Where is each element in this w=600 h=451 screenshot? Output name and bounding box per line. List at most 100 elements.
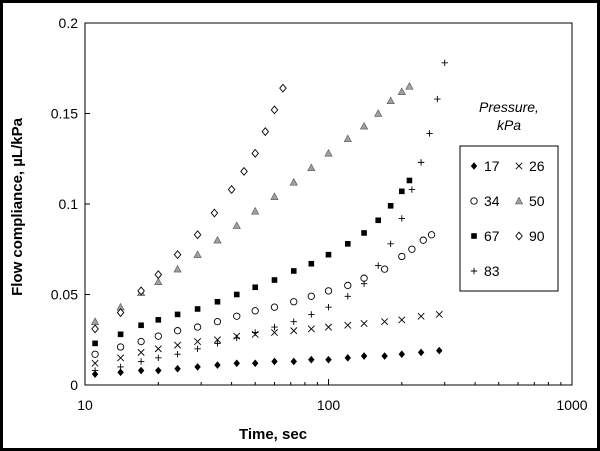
data-point [117,331,124,338]
data-point [325,355,332,364]
legend-label: 17 [484,158,500,174]
data-point [270,192,279,200]
data-point [441,59,448,67]
data-point [279,83,287,93]
y-tick-label: 0.2 [59,15,79,31]
data-point [270,303,279,311]
series-34 [91,231,436,358]
data-point [214,298,221,305]
data-point [233,291,240,298]
data-point [405,82,414,90]
series-layer [90,59,448,378]
data-point [194,306,201,312]
data-point [252,284,258,291]
data-point [137,348,145,356]
data-point [290,327,298,335]
data-point [270,328,278,337]
data-point [154,332,162,340]
data-point [344,281,352,290]
legend-label: 67 [484,228,500,244]
legend-item-26: 26 [515,158,545,174]
data-point [174,364,181,373]
series-17 [91,346,443,378]
legend-label: 34 [484,193,500,209]
data-point [324,148,333,157]
data-point [270,105,279,115]
series-26 [91,310,443,367]
data-point [344,293,351,300]
data-point [210,208,219,218]
data-point [155,366,162,375]
data-point [91,350,99,358]
legend-marker [515,162,523,170]
legend-marker [471,233,477,239]
x-tick-label: 1000 [556,397,587,413]
data-point [308,260,315,267]
y-tick-label: 0.05 [51,287,78,303]
data-point [426,130,433,137]
data-point [174,311,181,318]
data-point [91,324,99,334]
x-tick-label: 100 [317,397,341,413]
data-point [290,357,297,366]
legend-label: 50 [529,193,545,209]
data-point [380,265,389,273]
series-83 [91,59,448,374]
data-point [155,354,162,362]
data-point [359,121,369,130]
data-point [436,346,443,355]
legend-label: 83 [484,263,500,279]
data-point [417,159,425,166]
data-point [213,336,221,344]
data-point [233,359,240,368]
data-point [137,358,145,365]
data-point [117,354,125,362]
data-point [307,292,315,300]
data-point [193,323,202,331]
data-point [233,312,241,320]
data-point [387,240,394,248]
data-point [408,186,416,193]
data-point [398,350,406,359]
legend-label: 90 [529,228,545,244]
y-tick-label: 0.1 [59,196,79,212]
series-67 [92,177,413,347]
data-point [399,188,405,195]
legend-item-67: 67 [471,228,500,244]
data-point [397,87,406,95]
data-point [307,325,315,333]
data-point [251,307,259,315]
data-point [360,352,368,360]
data-point [343,134,352,143]
data-point [91,359,99,367]
data-point [137,337,145,346]
data-point [117,368,124,377]
data-point [251,148,259,158]
axes: 0 0.05 0.1 0.15 0.2 10 100 1000 [51,15,588,413]
data-point [91,370,99,378]
legend-item-50: 50 [514,193,545,209]
data-point [417,348,425,357]
x-tick-label: 10 [77,397,93,413]
data-point [193,250,202,258]
data-point [173,250,182,260]
legend-item-90: 90 [515,228,545,244]
legend-item-34: 34 [470,193,500,209]
data-point [251,206,260,215]
legend-box [459,145,559,292]
data-point [251,359,259,368]
data-point [137,366,145,375]
data-point [91,367,99,374]
data-point [240,166,248,176]
series-50 [90,82,414,325]
data-point [290,298,298,306]
data-point [261,127,270,137]
data-point [344,241,351,247]
data-point [155,317,162,323]
data-point [324,323,333,331]
data-point [90,317,100,325]
data-point [137,286,145,296]
data-point [308,355,315,364]
data-point [92,340,98,347]
